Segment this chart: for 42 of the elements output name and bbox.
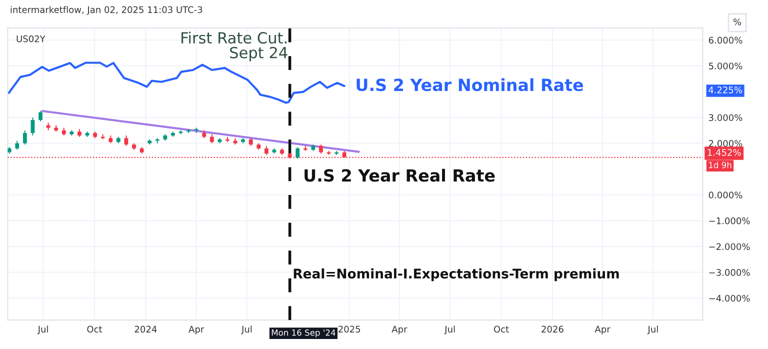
- series-label: U.S 2 Year Nominal Rate: [356, 78, 584, 92]
- text: intermarketflow, Jan 02, 2025 11:03 UTC-3: [10, 6, 202, 15]
- x-tick-label: Oct: [494, 326, 509, 333]
- x-tick-label: Oct: [87, 326, 102, 333]
- candlestick: [210, 134, 214, 144]
- text: Mon 16 Sep '24: [272, 329, 336, 338]
- y-tick-label: 3.000%: [708, 114, 742, 122]
- text: 1d 9h: [709, 162, 732, 168]
- line-series: [8, 62, 346, 104]
- candlestick: [22, 130, 27, 146]
- y-tick-label: −4.000%: [709, 294, 750, 302]
- y-tick-label: 2.000%: [708, 140, 742, 147]
- x-tick-label: 2024: [134, 326, 157, 333]
- ref-line-label: 1.452%: [708, 149, 741, 156]
- candlestick: [264, 145, 268, 156]
- ref-line-label: First Rate Cut. Sept 24: [182, 32, 288, 62]
- candlestick: [319, 144, 323, 154]
- text: 4.225%: [708, 86, 742, 94]
- candlestick: [38, 110, 42, 122]
- x-tick-label: 2025: [338, 326, 360, 333]
- candlestick: [124, 135, 128, 146]
- y-tick-label: 5.000%: [708, 62, 742, 70]
- candlestick: [15, 140, 20, 150]
- x-tick-label: Apr: [594, 326, 610, 334]
- annotation: U.S 2 Year Real Rate: [304, 168, 495, 182]
- y-tick-label: 0.000%: [708, 192, 742, 198]
- annotation: Real=Nominal-I.Expectations-Term premium: [294, 268, 619, 282]
- y-tick-label: −2.000%: [709, 243, 750, 250]
- x-tick-label: 2026: [542, 326, 564, 333]
- y-tick-label: −3.000%: [709, 269, 750, 276]
- x-tick-label: Jul: [444, 326, 455, 334]
- candlestick: [30, 116, 35, 136]
- y-tick-label: −1.000%: [709, 217, 750, 224]
- x-tick-label: Jul: [241, 326, 252, 334]
- x-tick-label: Apr: [392, 326, 408, 334]
- candlestick: [296, 146, 300, 160]
- x-tick-label: Jul: [647, 326, 658, 334]
- y-tick-label: 6.000%: [708, 36, 742, 44]
- x-tick-label: Jul: [37, 326, 48, 334]
- y-axis-title: %: [733, 18, 742, 26]
- x-tick-label: Apr: [188, 326, 204, 334]
- annotation: US02Y: [16, 35, 46, 42]
